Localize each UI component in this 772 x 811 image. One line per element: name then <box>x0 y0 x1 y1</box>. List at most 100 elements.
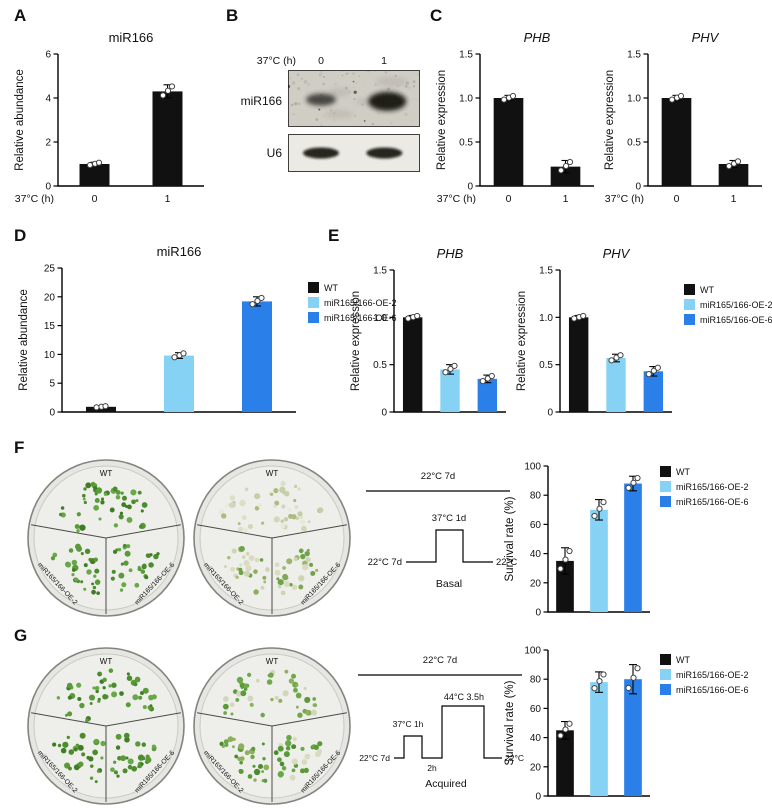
schematic-post-label: 22°C <box>496 557 517 568</box>
wt-swatch <box>660 466 671 477</box>
schematic-recovery-gap-label: 2h <box>427 763 437 773</box>
legend-item-oe6: miR165/166-OE-6 <box>308 312 397 323</box>
panel-e-phb-expression-chart: PHB 0 0.5 1.0 1.5 Relative expression <box>350 246 506 419</box>
panel-e-label: E <box>328 226 340 245</box>
svg-text:0.5: 0.5 <box>539 360 553 371</box>
legend-panel-g: WT miR165/166-OE-2 miR165/166-OE-6 <box>660 654 749 695</box>
svg-text:Survival rate (%): Survival rate (%) <box>504 680 516 765</box>
svg-text:37°C (h): 37°C (h) <box>605 193 644 205</box>
oe6-swatch <box>684 314 695 325</box>
svg-text:Relative abundance: Relative abundance <box>18 289 30 391</box>
schematic-pre-label: 22°C 7d <box>368 557 402 568</box>
legend-label: miR165/166-OE-6 <box>676 684 749 695</box>
svg-text:Relative expression: Relative expression <box>604 70 616 170</box>
svg-text:6: 6 <box>45 50 51 61</box>
svg-text:1.0: 1.0 <box>539 313 553 324</box>
legend-panel-d: WT miR165/166-OE-2 miR165/166-OE-6 <box>308 282 397 323</box>
svg-text:Relative expression: Relative expression <box>436 70 448 170</box>
legend-item-wt: WT <box>308 282 397 293</box>
svg-text:1: 1 <box>731 193 737 205</box>
svg-text:1.0: 1.0 <box>459 94 473 105</box>
legend-label: miR165/166-OE-6 <box>324 312 397 323</box>
oe2-swatch <box>684 299 695 310</box>
legend-label: miR165/166-OE-2 <box>676 481 749 492</box>
legend-item-oe2: miR165/166-OE-2 <box>660 481 749 492</box>
legend-item-oe6: miR165/166-OE-6 <box>684 314 772 325</box>
svg-text:0: 0 <box>92 193 98 205</box>
wt-swatch <box>308 282 319 293</box>
svg-text:Relative expression: Relative expression <box>350 291 362 391</box>
svg-text:1.5: 1.5 <box>373 266 387 277</box>
legend-panel-e: WT miR165/166-OE-2 miR165/166-OE-6 <box>684 284 772 325</box>
oe2-swatch <box>308 297 319 308</box>
svg-text:20: 20 <box>44 292 56 303</box>
schematic-priming-heat-label: 37°C 1h <box>393 719 424 729</box>
wt-swatch <box>660 654 671 665</box>
svg-text:37°C (h): 37°C (h) <box>437 193 476 205</box>
svg-text:100: 100 <box>524 646 541 657</box>
panel-a-label: A <box>14 6 27 25</box>
legend-label: miR165/166-OE-2 <box>324 297 397 308</box>
svg-text:0: 0 <box>49 408 55 419</box>
legend-label: WT <box>700 284 714 295</box>
svg-text:WT: WT <box>266 469 279 478</box>
legend-item-oe6: miR165/166-OE-6 <box>660 684 749 695</box>
oe6-swatch <box>308 312 319 323</box>
svg-text:40: 40 <box>530 733 542 744</box>
svg-text:15: 15 <box>44 321 56 332</box>
panel-g-label: G <box>14 626 28 645</box>
svg-text:1.5: 1.5 <box>539 266 553 277</box>
svg-text:4: 4 <box>45 94 51 105</box>
panel-g-acquired-treatment-schematic: 22°C 7d 44°C 3.5h 37°C 1h 22°C 7d 2h 22°… <box>358 655 524 790</box>
blot-lane-0-label: 0 <box>318 55 324 67</box>
legend-item-wt: WT <box>684 284 772 295</box>
svg-text:Relative expression: Relative expression <box>516 291 528 391</box>
svg-text:80: 80 <box>530 675 542 686</box>
legend-label: WT <box>676 654 690 665</box>
panel-f-survival-rate-chart: 0 20 40 60 80 100 Survival rate (%) <box>504 462 650 619</box>
legend-label: WT <box>676 466 690 477</box>
legend-item-oe2: miR165/166-OE-2 <box>308 297 397 308</box>
legend-item-wt: WT <box>660 654 749 665</box>
u6-blot-image <box>288 134 420 172</box>
panel-b-label: B <box>226 6 239 25</box>
oe2-swatch <box>660 481 671 492</box>
svg-text:1.5: 1.5 <box>459 50 473 61</box>
schematic-post-label: 22°C <box>505 753 524 763</box>
schematic-severe-heat-label: 44°C 3.5h <box>444 692 484 702</box>
svg-text:PHB: PHB <box>524 30 551 45</box>
svg-text:0: 0 <box>467 182 473 193</box>
svg-text:WT: WT <box>100 657 113 666</box>
svg-text:1: 1 <box>165 193 171 205</box>
wt-swatch <box>684 284 695 295</box>
svg-text:PHV: PHV <box>692 30 720 45</box>
svg-text:WT: WT <box>100 469 113 478</box>
svg-text:20: 20 <box>530 578 542 589</box>
legend-item-oe6: miR165/166-OE-6 <box>660 496 749 507</box>
legend-panel-f: WT miR165/166-OE-2 miR165/166-OE-6 <box>660 466 749 507</box>
legend-label: WT <box>324 282 338 293</box>
legend-label: miR165/166-OE-2 <box>700 299 772 310</box>
legend-label: miR165/166-OE-2 <box>676 669 749 680</box>
svg-text:100: 100 <box>524 462 541 473</box>
svg-text:0: 0 <box>45 182 51 193</box>
panel-d-label: D <box>14 226 27 245</box>
svg-text:PHV: PHV <box>603 246 631 261</box>
panel-c-phb-expression-chart: PHB 0 0.5 1.0 1.5 Relative expression 0 1 37°C (… <box>436 30 594 205</box>
svg-text:miR166: miR166 <box>157 244 202 259</box>
legend-item-oe2: miR165/166-OE-2 <box>684 299 772 310</box>
blot-row-u6-label: U6 <box>266 146 282 160</box>
mir166-blot-image <box>288 70 420 127</box>
svg-text:WT: WT <box>266 657 279 666</box>
oe6-swatch <box>660 496 671 507</box>
panel-e-phv-expression-chart: PHV 0 0.5 1.0 1.5 Relative expression <box>516 246 672 419</box>
svg-text:Survival rate (%): Survival rate (%) <box>504 496 516 581</box>
svg-text:20: 20 <box>530 762 542 773</box>
legend-label: miR165/166-OE-6 <box>676 496 749 507</box>
svg-text:1: 1 <box>563 193 569 205</box>
legend-item-wt: WT <box>660 466 749 477</box>
svg-text:25: 25 <box>44 264 56 275</box>
